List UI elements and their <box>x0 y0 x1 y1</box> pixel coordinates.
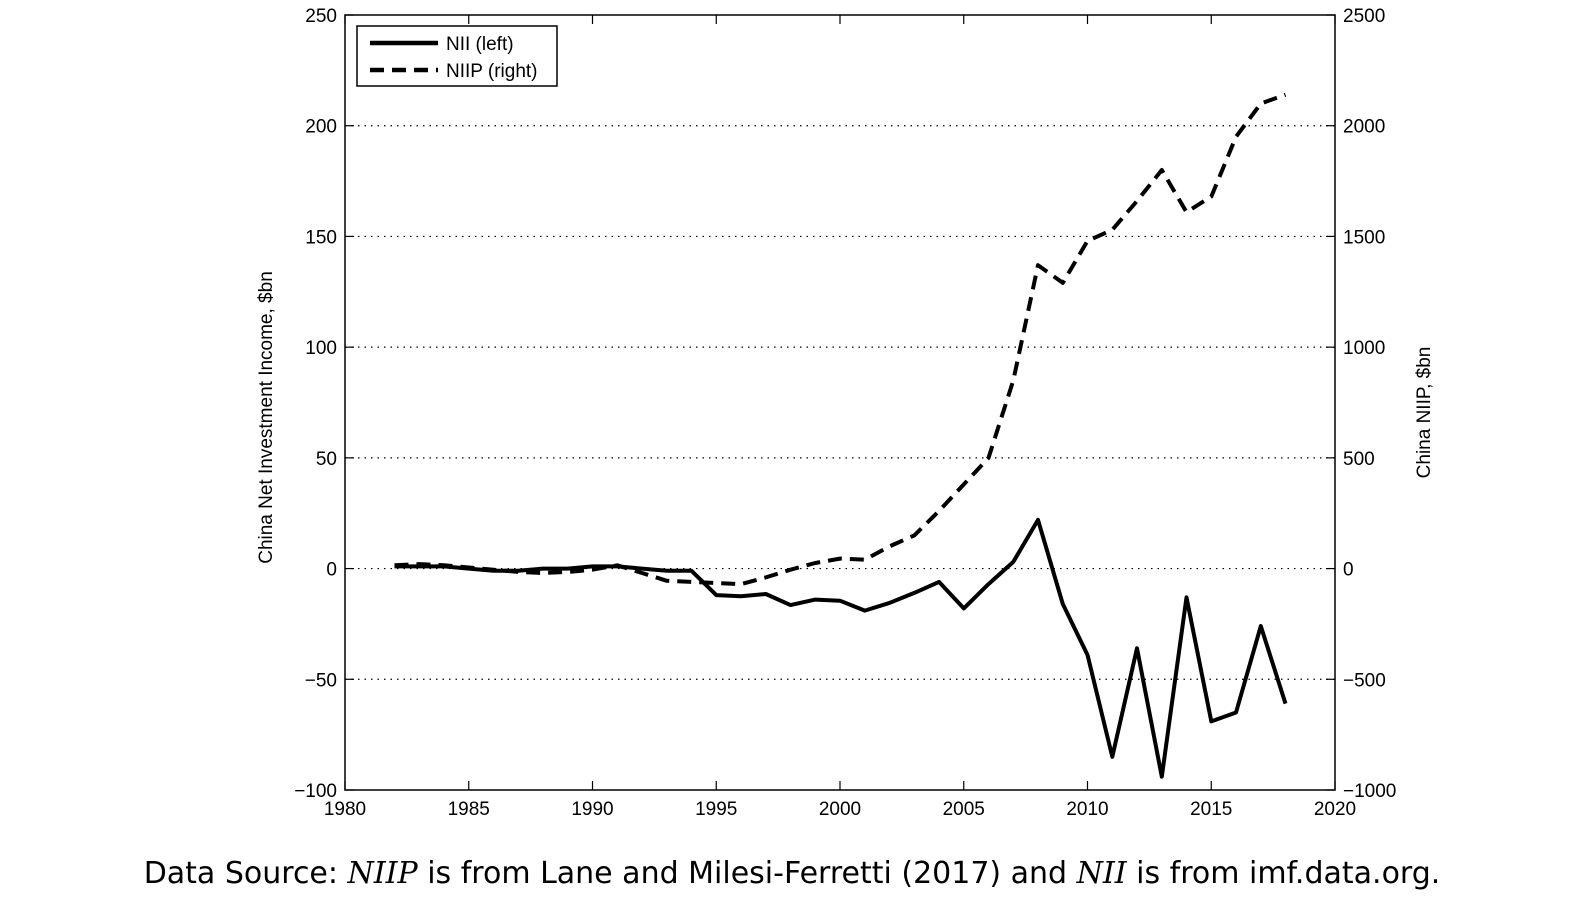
legend-label-nii: NII (left) <box>446 34 514 55</box>
right-y-tick-label: 2000 <box>1343 117 1385 138</box>
gridlines <box>345 125 1335 680</box>
left-y-tick-label: 200 <box>305 117 337 138</box>
source-nii-term: NII <box>1076 856 1127 891</box>
x-tick-label: 2000 <box>819 799 861 820</box>
left-y-tick-label: 250 <box>305 6 337 27</box>
left-y-tick-label: 100 <box>305 338 337 359</box>
series-line-nii <box>394 517 1288 779</box>
right-y-tick-label: 2500 <box>1343 6 1385 27</box>
right-y-tick-label: 0 <box>1343 560 1354 581</box>
left-y-tick-label: −100 <box>294 781 337 802</box>
right-y-tick-label: −1000 <box>1343 781 1396 802</box>
right-y-tick-label: 1000 <box>1343 338 1385 359</box>
x-tick-label: 1990 <box>571 799 613 820</box>
x-tick-label: 1980 <box>324 799 366 820</box>
x-tick-label: 2010 <box>1066 799 1108 820</box>
x-axis: 1980 1985 1990 1995 2000 2005 2010 2015 2020 <box>324 15 1356 820</box>
left-y-axis: −100 −50 0 50 100 150 200 250 <box>294 6 354 802</box>
x-tick-label: 2015 <box>1190 799 1232 820</box>
right-y-axis-label: China NIIP, $bn <box>1414 347 1435 479</box>
left-y-tick-label: 150 <box>305 227 337 248</box>
x-tick-label: 1985 <box>448 799 490 820</box>
left-y-tick-label: −50 <box>305 670 337 691</box>
left-y-axis-label: China Net Investment Income, $bn <box>256 271 277 564</box>
source-prefix: Data Source: <box>143 856 348 891</box>
right-y-tick-label: 1500 <box>1343 227 1385 248</box>
series-lines <box>394 92 1288 779</box>
left-y-tick-label: 0 <box>326 560 337 581</box>
left-y-tick-label: 50 <box>316 449 337 470</box>
series-line-niip <box>394 92 1287 587</box>
right-y-axis: −1000 −500 0 500 1000 1500 2000 2500 <box>1326 6 1396 802</box>
right-y-tick-label: 500 <box>1343 449 1375 470</box>
x-tick-label: 1995 <box>695 799 737 820</box>
legend-box <box>356 25 558 87</box>
source-middle: is from Lane and Milesi-Ferretti (2017) … <box>417 856 1077 891</box>
source-suffix: is from imf.data.org. <box>1126 856 1441 891</box>
legend-label-niip: NIIP (right) <box>446 61 538 82</box>
x-tick-label: 2005 <box>943 799 985 820</box>
data-source-note: Data Source: NIIP is from Lane and Miles… <box>0 856 1584 891</box>
plot-frame <box>344 14 1336 791</box>
line-chart: 1980 1985 1990 1995 2000 2005 2010 2015 2020 −10… <box>256 6 1435 820</box>
x-tick-label: 2020 <box>1314 799 1356 820</box>
right-y-tick-label: −500 <box>1343 670 1386 691</box>
legend: NII (left) NIIP (right) <box>356 25 558 87</box>
source-niip-term: NIIP <box>347 856 418 891</box>
